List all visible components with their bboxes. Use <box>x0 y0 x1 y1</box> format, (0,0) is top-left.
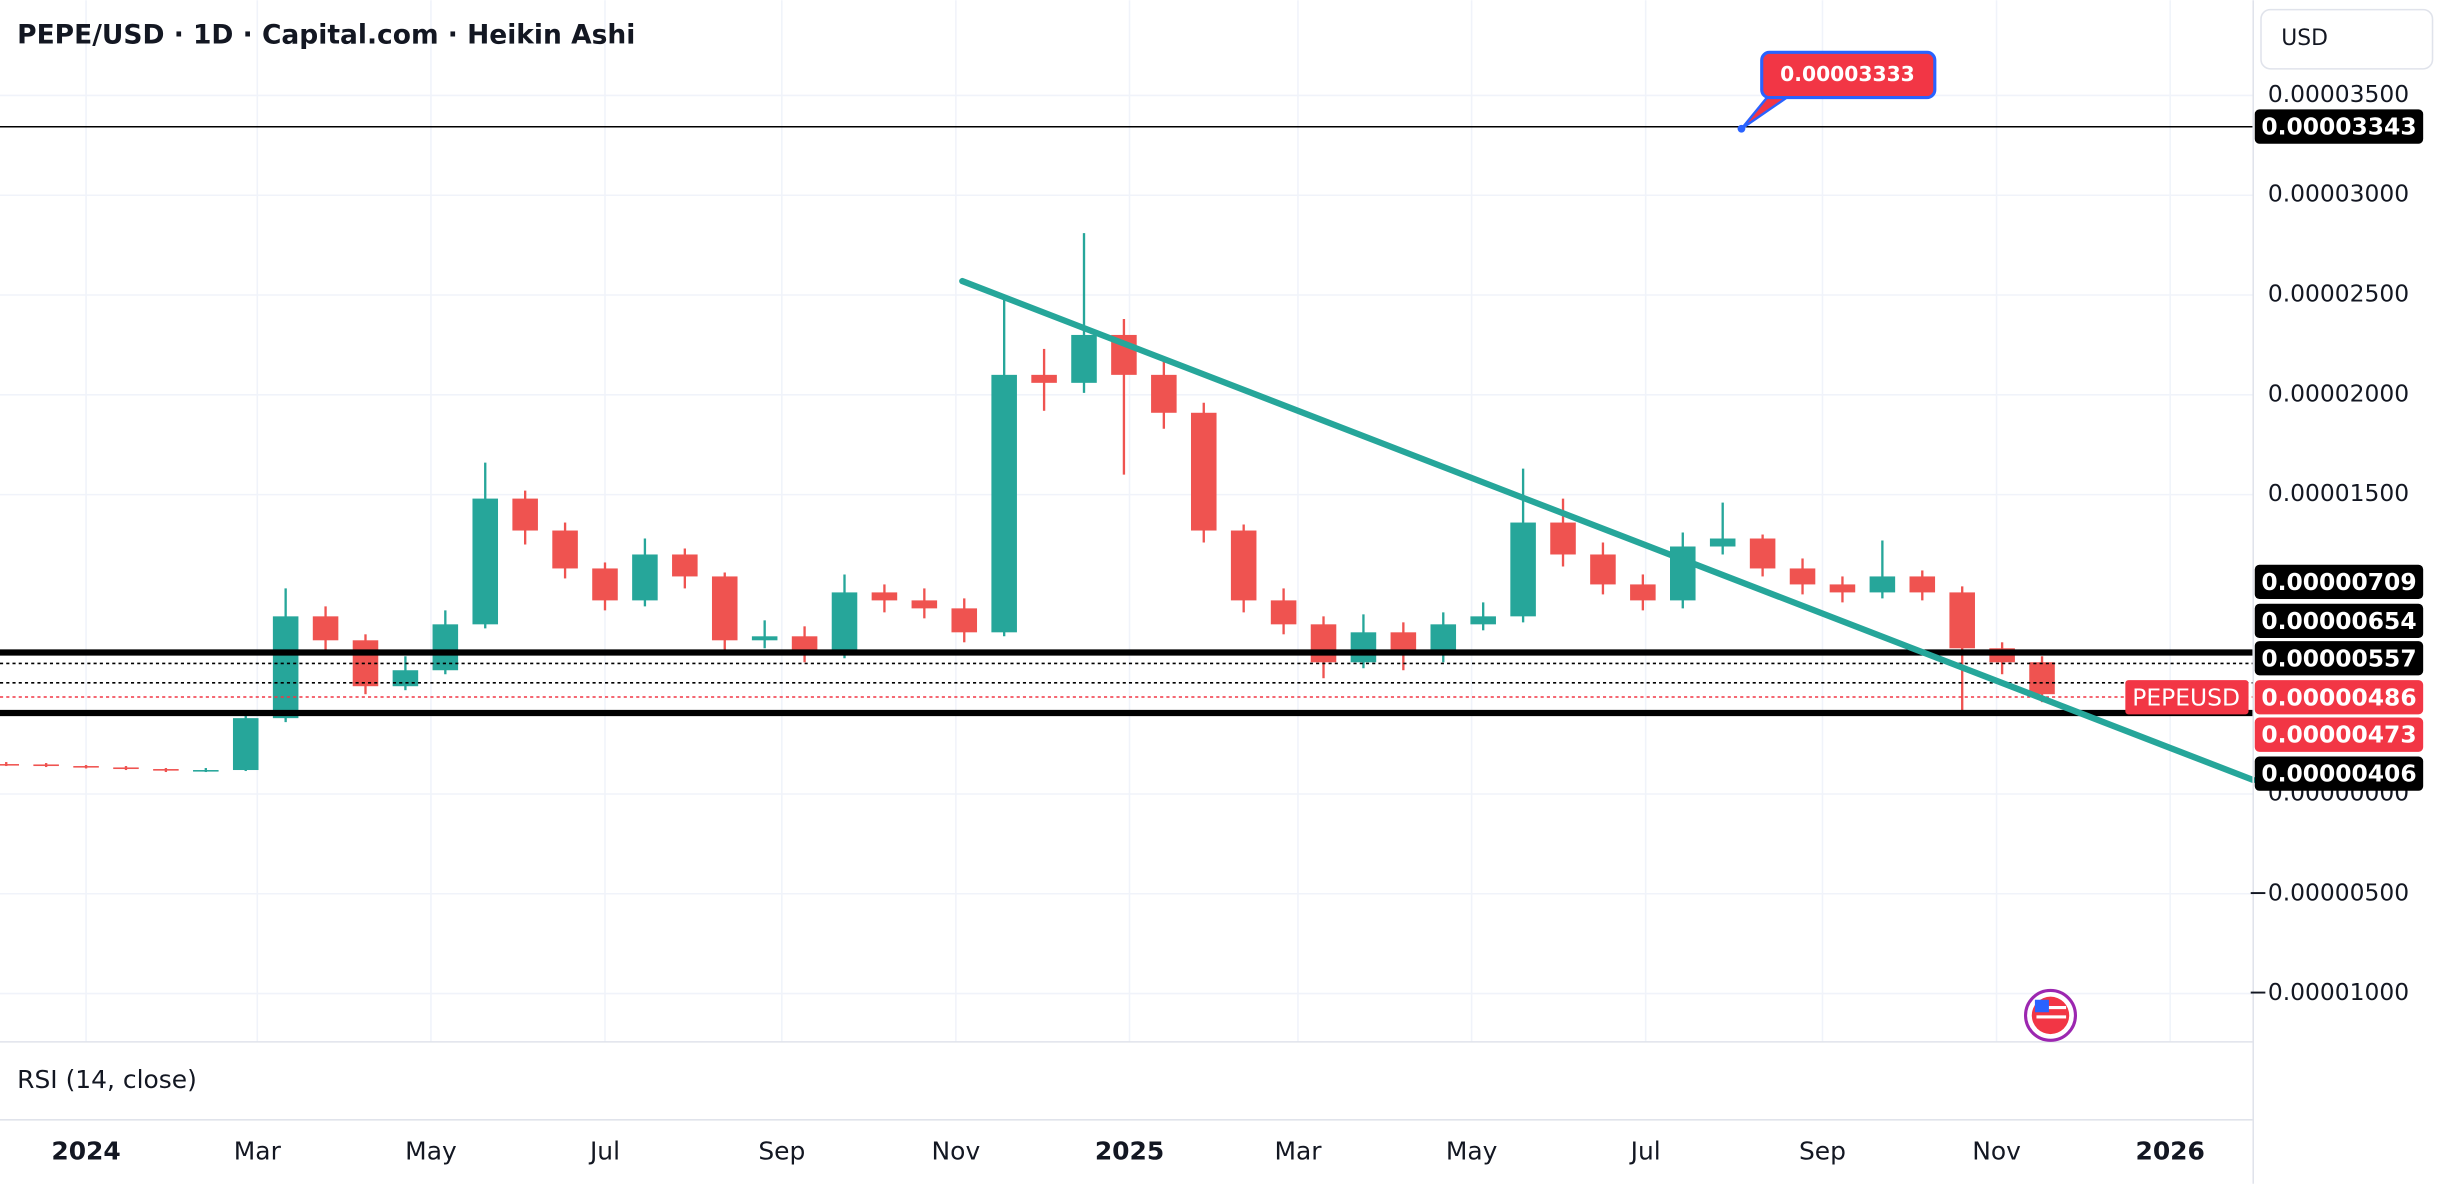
x-tick-label: 2025 <box>1095 1137 1164 1166</box>
price-badge-label: 0.00000486 <box>2261 683 2416 711</box>
candle-body <box>1350 632 1377 663</box>
candle-body <box>1310 624 1337 663</box>
grid <box>0 0 2254 1042</box>
price-badge <box>2254 641 2424 676</box>
candle-body <box>153 769 179 771</box>
price-badge-label: 0.00000557 <box>2261 644 2416 672</box>
candle-body <box>113 767 139 770</box>
currency-button[interactable] <box>2260 8 2434 70</box>
candle-body <box>0 764 20 766</box>
candle-body <box>632 554 658 601</box>
candle-body <box>1190 412 1217 531</box>
candle-body <box>871 592 898 601</box>
overlay: 0.00003500 0.00003000 0.00002500 0.00002000… <box>51 50 2424 1166</box>
x-tick-label: Mar <box>1274 1137 1322 1166</box>
candle-body <box>1470 616 1496 625</box>
candle-body <box>1949 592 1975 649</box>
candle-body <box>672 554 698 577</box>
y-tick-label: −0.00000500 <box>2248 878 2409 906</box>
callout-label: 0.00003333 <box>1780 62 1915 86</box>
flag-icon[interactable] <box>2023 988 2078 1042</box>
chart-title: PEPE/USD · 1D · Capital.com · Heikin Ash… <box>17 20 635 51</box>
candle-body <box>1430 624 1457 655</box>
candle-body <box>711 576 738 641</box>
callout-box <box>1760 50 1937 100</box>
candle-body <box>392 670 419 687</box>
plot-area <box>0 125 2257 784</box>
x-tick-label: Nov <box>932 1137 981 1166</box>
x-tick-label: Sep <box>758 1137 805 1166</box>
candle-body <box>1869 576 1896 593</box>
candle-body <box>592 568 618 601</box>
candle-body <box>831 592 858 655</box>
candle-body <box>312 616 339 641</box>
candle-body <box>1749 538 1776 569</box>
callout-anchor <box>1737 124 1746 133</box>
candle-body <box>1829 584 1856 593</box>
y-tick-label: 0.00003500 <box>2268 80 2409 108</box>
candle-body <box>1550 522 1576 555</box>
candle-body <box>1709 538 1736 547</box>
price-badge-label: 0.00000406 <box>2261 760 2416 788</box>
price-badge <box>2254 564 2424 600</box>
candle-body <box>991 374 1017 633</box>
x-tick-label: Mar <box>234 1137 282 1166</box>
price-badge <box>2254 756 2424 791</box>
rsi-pane-label: RSI (14, close) <box>17 1065 197 1094</box>
y-tick-label: 0.00002500 <box>2268 280 2409 308</box>
candle-body <box>552 530 578 569</box>
x-tick-label: Sep <box>1799 1137 1846 1166</box>
price-badge-label: 0.00003343 <box>2261 113 2416 141</box>
currency-label[interactable]: USD <box>2281 26 2328 51</box>
candle-body <box>1789 568 1816 585</box>
candle-body <box>2029 662 2055 695</box>
x-tick-label: 2024 <box>51 1137 120 1166</box>
y-tick-label: −0.00001000 <box>2248 978 2409 1006</box>
candle-body <box>33 764 59 767</box>
price-badge-label: 0.00000709 <box>2261 568 2416 596</box>
y-tick-label: 0.00001500 <box>2268 479 2409 507</box>
candle-body <box>911 600 938 609</box>
x-tick-label: Jul <box>588 1137 620 1166</box>
candle-body <box>193 770 219 772</box>
candle-body <box>1230 530 1257 601</box>
candle-body <box>751 636 778 641</box>
candle-body <box>1510 522 1536 617</box>
candle-body <box>512 498 538 531</box>
x-tick-label: 2026 <box>2135 1137 2204 1166</box>
candle-body <box>272 616 299 719</box>
candle-body <box>951 608 978 633</box>
candle-body <box>1630 584 1656 601</box>
candle-body <box>1270 600 1297 625</box>
candle-body <box>73 766 99 768</box>
x-tick-label: May <box>405 1137 457 1166</box>
x-tick-label: Jul <box>1629 1137 1661 1166</box>
candle-body <box>1031 374 1057 383</box>
x-tick-label: Nov <box>1972 1137 2021 1166</box>
x-tick-label: May <box>1446 1137 1498 1166</box>
price-badge <box>2254 680 2424 715</box>
candle-body <box>1590 554 1616 585</box>
price-badge <box>2254 603 2424 638</box>
candle-body <box>432 624 459 671</box>
trendline <box>959 277 2257 784</box>
symbol-badge-label: PEPEUSD <box>2132 683 2240 711</box>
candle-body <box>232 718 259 771</box>
price-badge-label: 0.00000654 <box>2261 607 2416 635</box>
symbol-badge <box>2125 680 2249 715</box>
candle-body <box>1390 632 1417 655</box>
candle-body <box>472 498 499 625</box>
price-badge <box>2254 717 2424 752</box>
candle-body <box>1071 334 1097 383</box>
candle-body <box>1909 576 1936 593</box>
price-badge-label: 0.00000473 <box>2261 721 2416 749</box>
price-badge <box>2254 109 2424 144</box>
y-tick-label: 0.00002000 <box>2268 379 2409 407</box>
y-tick-label: 0.00003000 <box>2268 180 2409 208</box>
candle-body <box>1151 374 1177 413</box>
